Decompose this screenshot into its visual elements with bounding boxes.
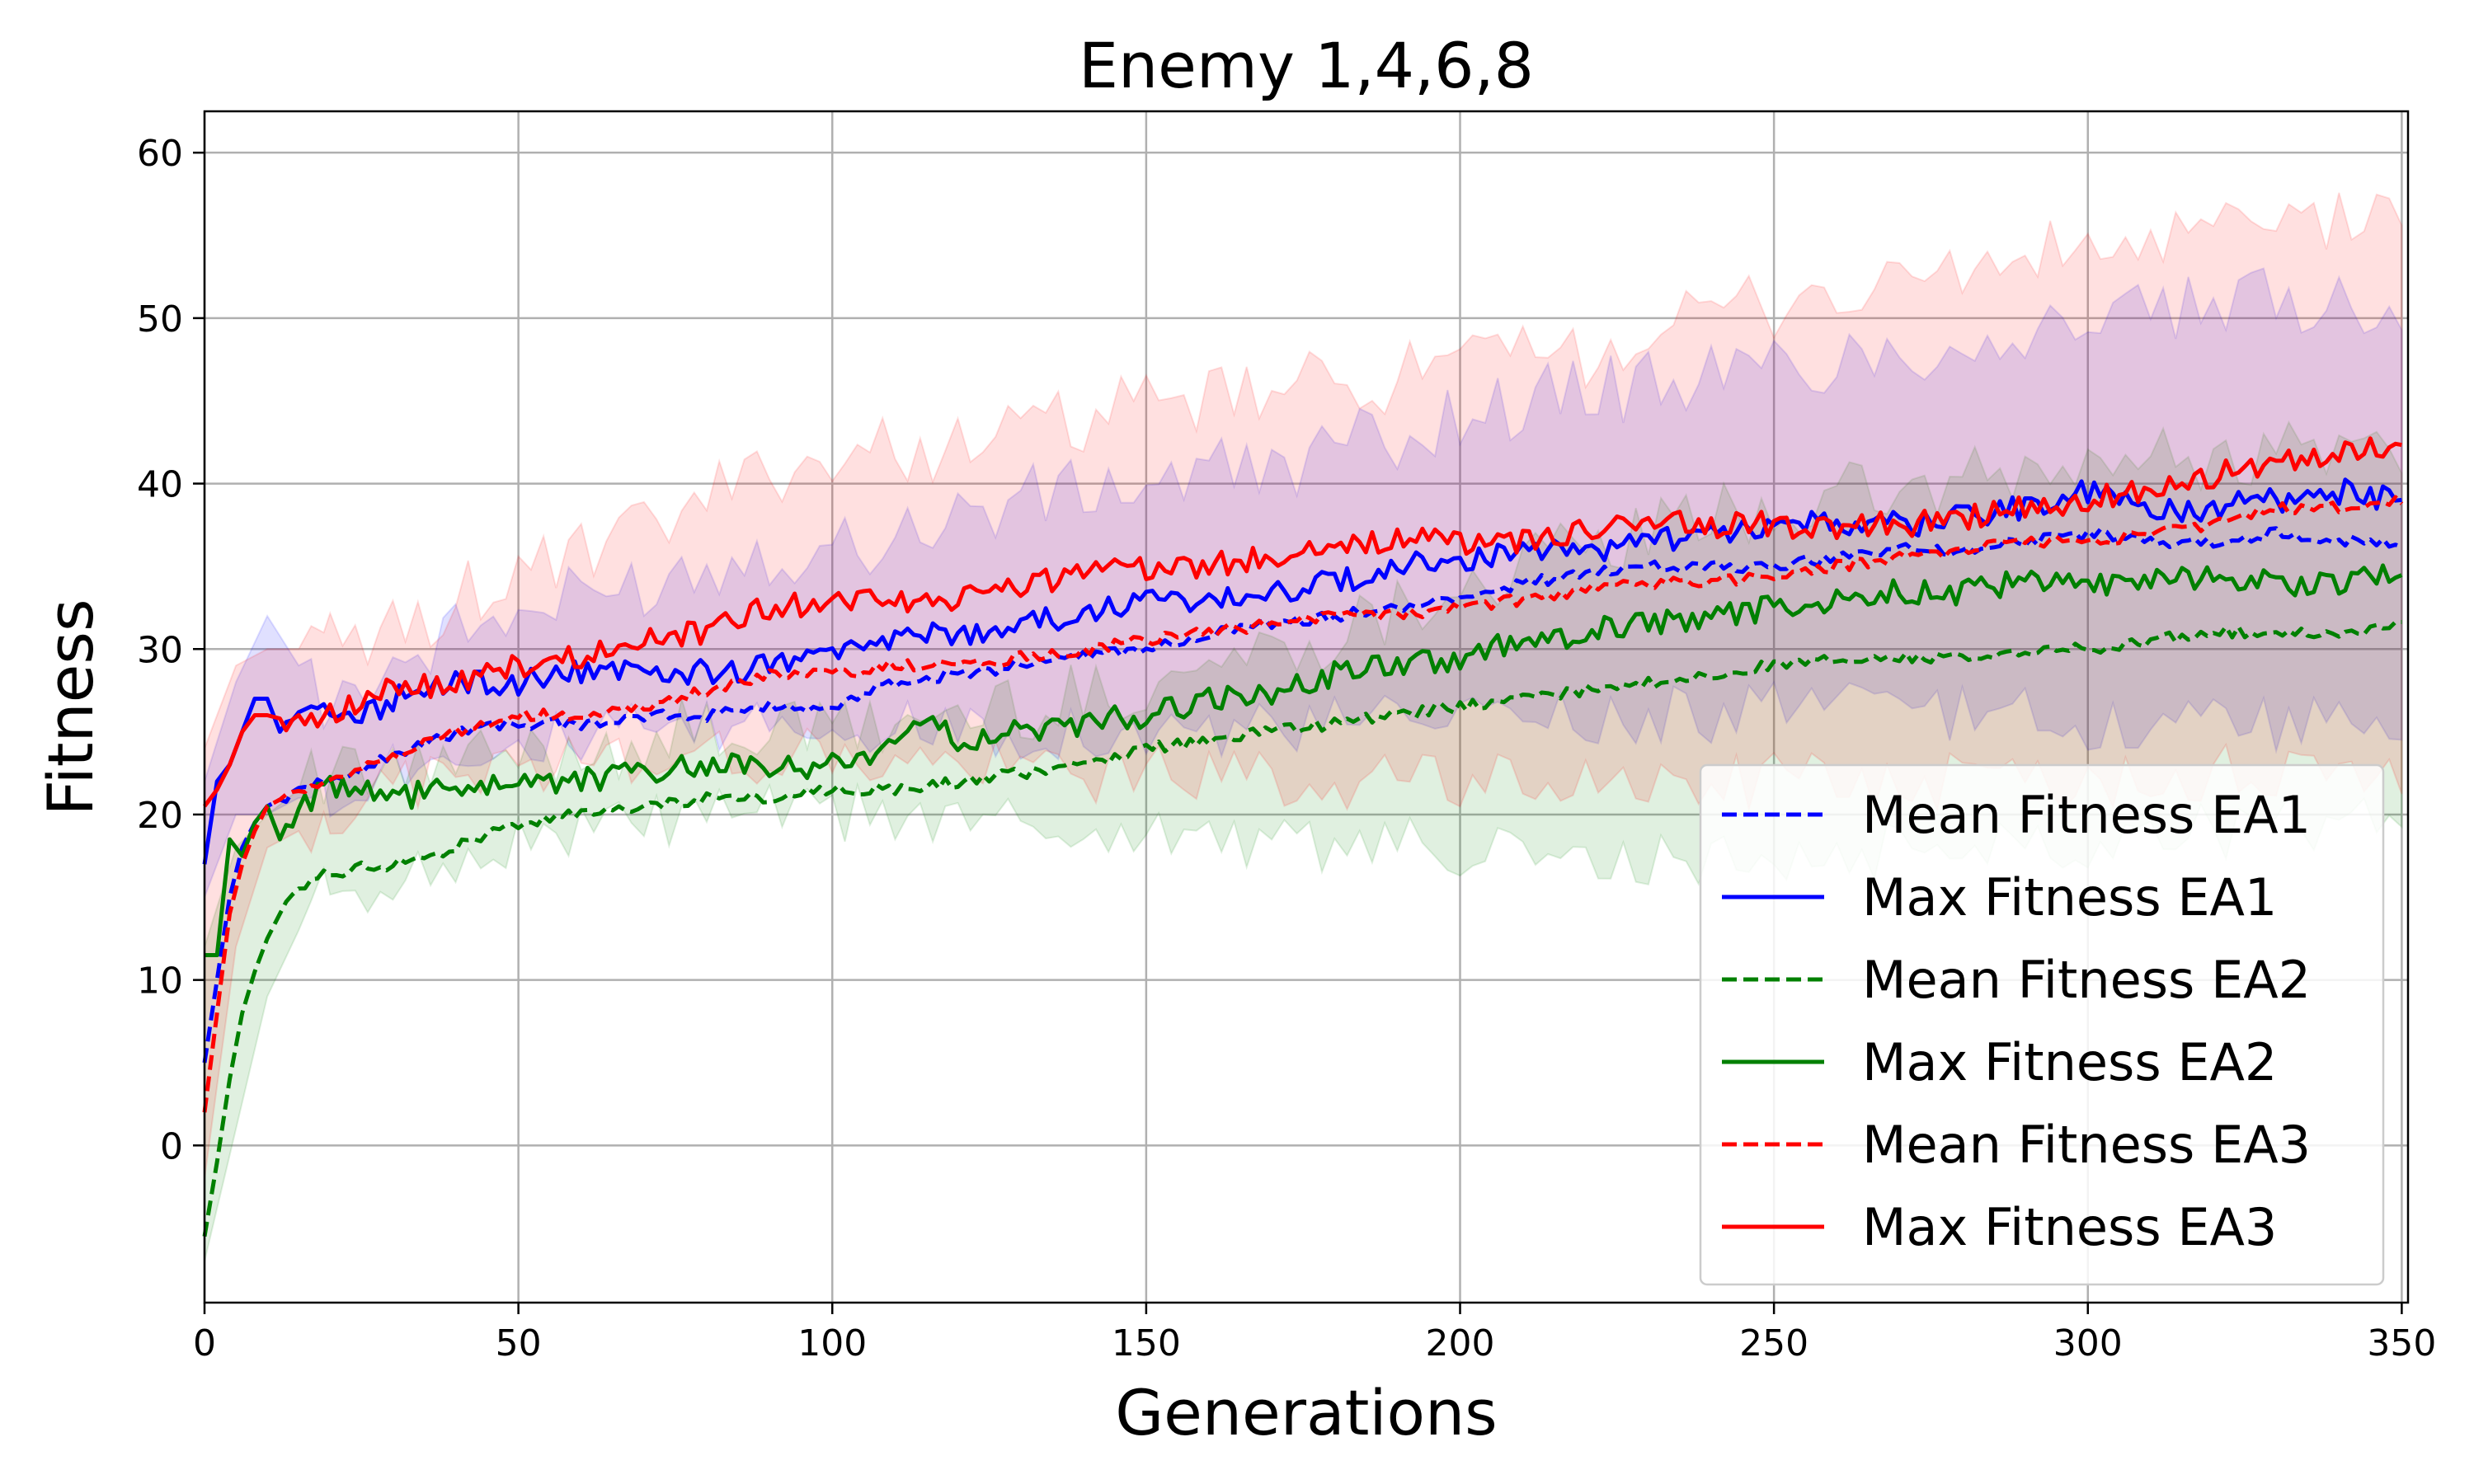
x-tick-label: 100 bbox=[797, 1322, 867, 1364]
y-tick-label: 0 bbox=[160, 1125, 183, 1167]
line-layer bbox=[202, 436, 2404, 1237]
x-tick-label: 350 bbox=[2367, 1322, 2436, 1364]
series-line-mean-fitness-ea1 bbox=[202, 526, 2403, 1064]
y-tick-label: 20 bbox=[137, 795, 183, 837]
y-tick-label: 60 bbox=[137, 133, 183, 175]
band-ea1 bbox=[204, 267, 2403, 898]
tick-layer: 0 50 100 150 200 250 300 350 0 10 20 30 40 50 60 bbox=[137, 133, 2436, 1364]
x-tick-label: 150 bbox=[1112, 1322, 1181, 1364]
y-axis-label: Fitness bbox=[34, 599, 107, 815]
series-line-max-fitness-ea3 bbox=[203, 436, 2402, 808]
y-tick-label: 30 bbox=[137, 629, 183, 671]
plot-frame bbox=[203, 110, 2410, 1304]
x-tick-label: 50 bbox=[496, 1322, 542, 1364]
legend-label: Mean Fitness EA1 bbox=[1862, 785, 2311, 845]
series-line-max-fitness-ea1 bbox=[202, 477, 2402, 865]
x-tick-label: 300 bbox=[2053, 1322, 2123, 1364]
legend-label: Max Fitness EA1 bbox=[1862, 867, 2277, 928]
y-tick-label: 50 bbox=[137, 298, 183, 340]
series-line-mean-fitness-ea2 bbox=[202, 620, 2402, 1237]
legend-box bbox=[1699, 763, 2385, 1286]
series-line-mean-fitness-ea3 bbox=[202, 495, 2404, 1113]
legend-label: Max Fitness EA3 bbox=[1862, 1197, 2277, 1257]
legend-label: Max Fitness EA2 bbox=[1862, 1032, 2277, 1092]
y-tick-label: 40 bbox=[137, 464, 183, 506]
x-tick-label: 250 bbox=[1739, 1322, 1808, 1364]
series-line-max-fitness-ea2 bbox=[205, 563, 2403, 957]
x-axis-label: Generations bbox=[1115, 1376, 1498, 1449]
legend-label: Mean Fitness EA3 bbox=[1862, 1115, 2311, 1175]
legend: Mean Fitness EA1 Max Fitness EA1 Mean Fitn… bbox=[1699, 763, 2385, 1286]
legend-label: Mean Fitness EA2 bbox=[1862, 950, 2311, 1010]
x-tick-label: 200 bbox=[1426, 1322, 1495, 1364]
x-tick-label: 0 bbox=[193, 1322, 216, 1364]
chart-title: Enemy 1,4,6,8 bbox=[1079, 29, 1534, 102]
y-tick-label: 10 bbox=[137, 960, 183, 1003]
